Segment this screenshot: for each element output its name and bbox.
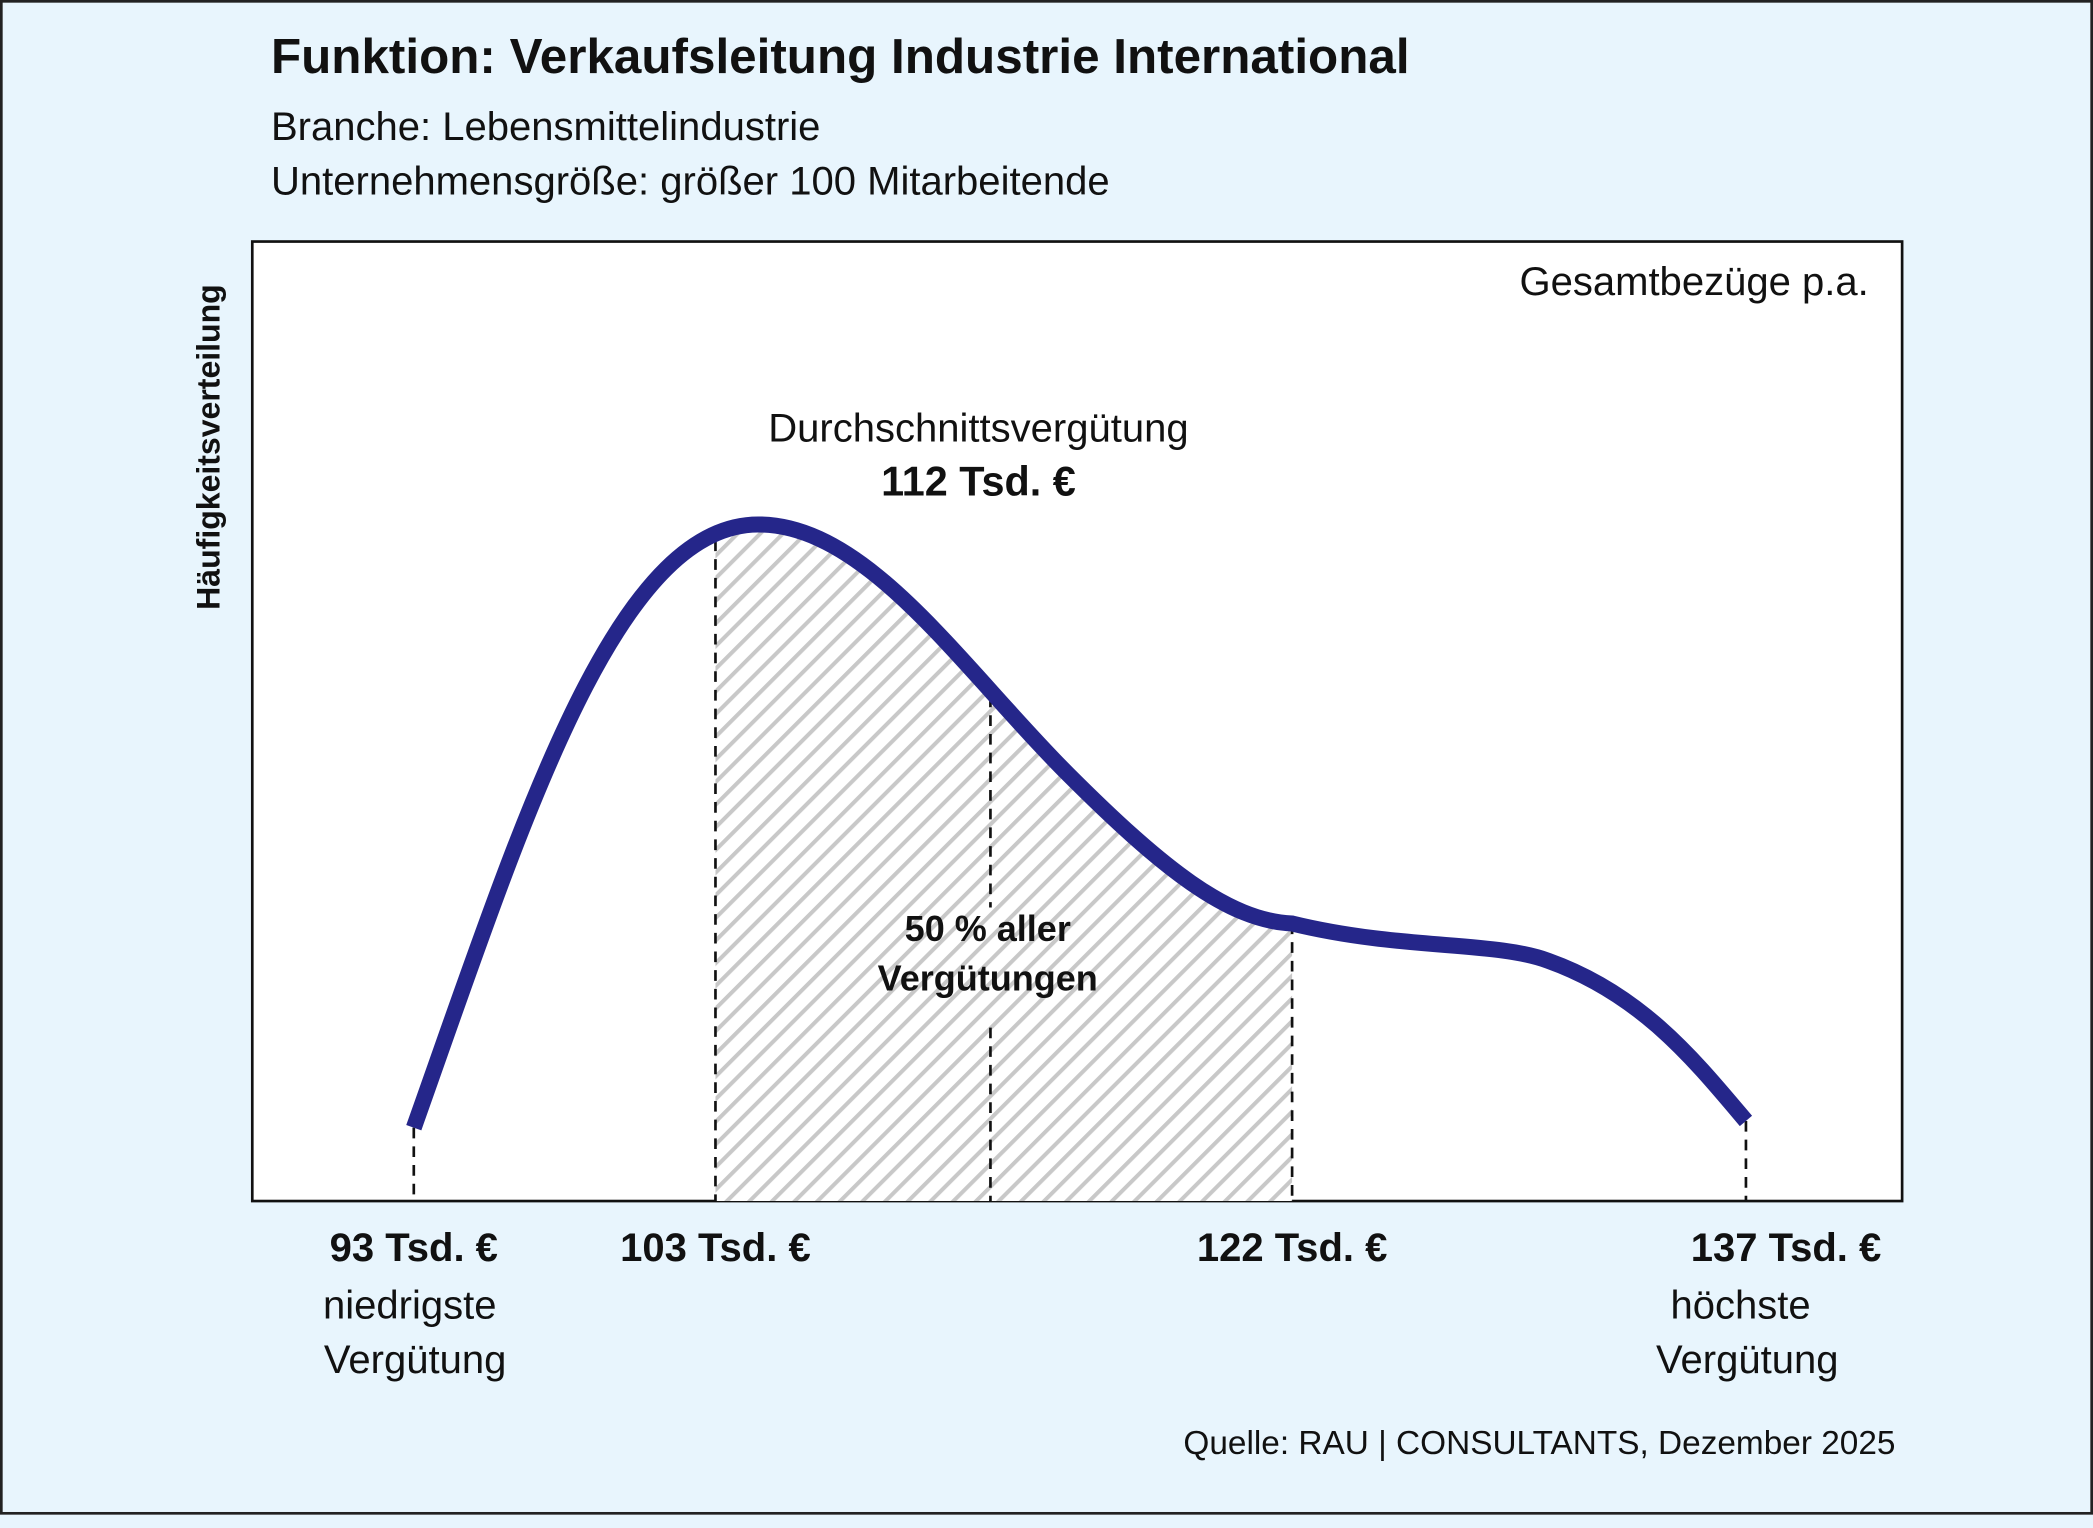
marker-note: Vergütung — [324, 1338, 506, 1382]
distribution-curve — [406, 516, 1753, 1131]
title: Funktion: Verkaufsleitung Industrie Inte… — [271, 29, 1410, 84]
average-label: Durchschnittsvergütung — [768, 407, 1188, 451]
share-label: Vergütungen — [878, 957, 1098, 998]
corner-label: Gesamtbezüge p.a. — [1519, 260, 1868, 304]
y-axis-label: Häufigkeitsverteilung — [190, 284, 226, 610]
shaded-area — [715, 524, 1293, 1202]
subtitle: Unternehmensgröße: größer 100 Mitarbeite… — [271, 160, 1110, 204]
marker-note: Vergütung — [1656, 1338, 1838, 1382]
share-label: 50 % aller — [905, 908, 1071, 949]
marker-value: 122 Tsd. € — [1197, 1226, 1388, 1270]
marker-value: 93 Tsd. € — [330, 1226, 498, 1270]
marker-note: höchste — [1671, 1283, 1811, 1327]
marker-note: niedrigste — [323, 1283, 497, 1327]
source: Quelle: RAU | CONSULTANTS, Dezember 2025 — [1183, 1425, 1895, 1462]
subtitle: Branche: Lebensmittelindustrie — [271, 105, 820, 149]
marker-value: 103 Tsd. € — [620, 1226, 811, 1270]
marker-value: 137 Tsd. € — [1691, 1226, 1882, 1270]
average-value: 112 Tsd. € — [881, 458, 1076, 504]
marker-lines — [412, 540, 1748, 1202]
